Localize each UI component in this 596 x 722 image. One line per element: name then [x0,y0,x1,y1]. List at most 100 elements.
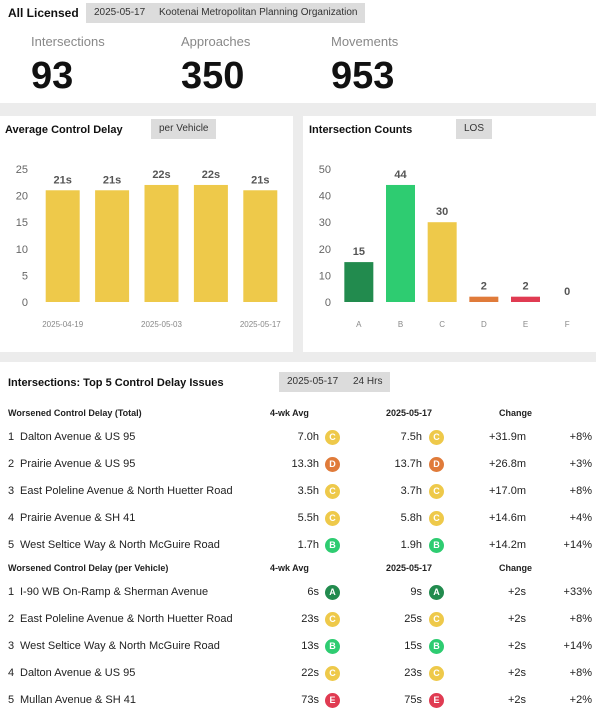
los-tag[interactable]: LOS [456,119,493,139]
y-tick-label: 40 [319,191,331,203]
section-header-label: Worsened Control Delay (per Vehicle) [8,563,169,573]
delay-data-label: 21s [251,174,269,186]
y-tick-label: 15 [16,217,28,229]
table-row[interactable]: 5 West Seltice Way & North McGuire Road 1.… [0,532,596,559]
row-current-value: 75s [404,694,422,706]
stat-intersections-value: 93 [31,55,74,97]
los-badge-icon: D [429,457,444,472]
delay-bar [45,190,80,302]
row-intersection-name: Mullan Avenue & SH 41 [20,694,136,706]
date-filter-tag[interactable]: 2025-05-17 [86,3,154,23]
y-tick-label: 10 [16,244,28,256]
issues-title: Intersections: Top 5 Control Delay Issue… [8,377,224,389]
row-current-value: 23s [404,667,422,679]
row-intersection-name: Prairie Avenue & US 95 [20,458,136,470]
los-badge-icon: B [429,639,444,654]
table-row[interactable]: 4 Dalton Avenue & US 95 22s C 23s C +2s +8% [0,660,596,687]
count-data-label: 2 [481,281,487,293]
row-intersection-name: West Seltice Way & North McGuire Road [20,640,220,652]
los-bar [427,222,457,302]
table-section-header: Worsened Control Delay (Total) 4-wk Avg 20… [0,404,596,424]
los-badge-icon: C [325,430,340,445]
row-change-percent: +8% [569,431,592,443]
row-change-percent: +3% [569,458,592,470]
row-rank: 4 [8,667,15,679]
page-title: All Licensed [8,6,79,20]
row-change-value: +14.6m [489,512,526,524]
delay-data-label: 22s [152,169,170,181]
row-change-value: +31.9m [489,431,526,443]
stat-approaches-value: 350 [181,55,245,97]
issues-period-tag[interactable]: 24 Hrs [345,372,391,392]
delay-bar [243,190,278,302]
table-row[interactable]: 4 Prairie Avenue & SH 41 5.5h C 5.8h C +14.6m +… [0,505,596,532]
count-data-label: 15 [353,246,365,258]
table-row[interactable]: 1 I-90 WB On-Ramp & Sherman Avenue 6s A 9s A +… [0,579,596,606]
row-avg-value: 5.5h [297,512,319,524]
table-row[interactable]: 3 East Poleline Avenue & North Huetter Ro… [0,478,596,505]
y-tick-label: 0 [325,297,331,309]
table-row[interactable]: 2 East Poleline Avenue & North Huetter Ro… [0,606,596,633]
issues-date-tag[interactable]: 2025-05-17 [279,372,347,392]
column-header-avg: 4-wk Avg [270,408,309,418]
counts-chart: 0 10 20 30 40 50 15 A 44 B 30 C 2 D 2 E 0 F [319,164,570,329]
row-rank: 2 [8,613,15,625]
row-current-value: 15s [404,640,422,652]
row-rank: 4 [8,512,15,524]
x-tick-label: F [565,320,570,329]
table-row[interactable]: 1 Dalton Avenue & US 95 7.0h C 7.5h C +31.9m +8… [0,424,596,451]
delay-unit-tag[interactable]: per Vehicle [151,119,217,139]
row-avg-value: 23s [301,613,319,625]
row-change-percent: +33% [563,586,592,598]
counts-chart-panel: Intersection Counts LOS 0 10 20 30 40 50 15 A 44… [303,116,596,352]
los-bar [469,296,499,302]
row-change-percent: +14% [563,539,592,551]
delay-data-label: 21s [103,174,121,186]
row-current-value: 5.8h [400,512,422,524]
count-data-label: 30 [436,206,448,218]
x-tick-label: E [523,320,528,329]
x-tick-label: B [398,320,403,329]
section-header-label: Worsened Control Delay (Total) [8,408,142,418]
delay-data-label: 22s [202,169,220,181]
table-row[interactable]: 2 Prairie Avenue & US 95 13.3h D 13.7h D +26.8… [0,451,596,478]
row-change-percent: +2% [569,694,592,706]
column-header-change: Change [499,563,533,573]
stat-approaches-label: Approaches [181,34,251,49]
column-header-date: 2025-05-17 [386,563,433,573]
row-change-value: +14.2m [489,539,526,551]
row-rank: 3 [8,485,15,497]
table-row[interactable]: 5 Mullan Avenue & SH 41 73s E 75s E +2s +2% [0,687,596,714]
row-change-value: +2s [507,613,526,625]
los-badge-icon: C [325,484,340,499]
org-filter-tag[interactable]: Kootenai Metropolitan Planning Organizat… [151,3,366,23]
x-tick-label: A [356,320,362,329]
delay-chart-title: Average Control Delay [5,124,123,136]
row-avg-value: 7.0h [297,431,319,443]
los-badge-icon: B [325,538,340,553]
row-change-percent: +8% [569,613,592,625]
los-badge-icon: B [325,639,340,654]
y-tick-label: 25 [16,164,28,176]
stat-intersections-label: Intersections [31,34,105,49]
row-rank: 2 [8,458,15,470]
row-avg-value: 22s [301,667,319,679]
row-avg-value: 13s [301,640,319,652]
issues-table: Worsened Control Delay (Total) 4-wk Avg 20… [0,362,596,722]
row-intersection-name: East Poleline Avenue & North Huetter Roa… [20,485,233,497]
row-rank: 5 [8,539,15,551]
stat-movements-label: Movements [331,34,399,49]
row-current-value: 1.9h [400,539,422,551]
row-intersection-name: I-90 WB On-Ramp & Sherman Avenue [20,586,209,598]
stat-movements-value: 953 [331,55,395,97]
row-current-value: 9s [410,586,422,598]
table-row[interactable]: 3 West Seltice Way & North McGuire Road 13… [0,633,596,660]
x-tick-label: 2025-05-03 [141,320,182,329]
row-change-value: +2s [507,667,526,679]
row-current-value: 13.7h [394,458,422,470]
los-badge-icon: C [325,612,340,627]
row-current-value: 25s [404,613,422,625]
row-intersection-name: East Poleline Avenue & North Huetter Roa… [20,613,233,625]
delay-chart: 0 5 10 15 20 25 21s 21s 22s 22s 21s 2025-04-19 2025-… [16,164,282,329]
row-change-value: +17.0m [489,485,526,497]
